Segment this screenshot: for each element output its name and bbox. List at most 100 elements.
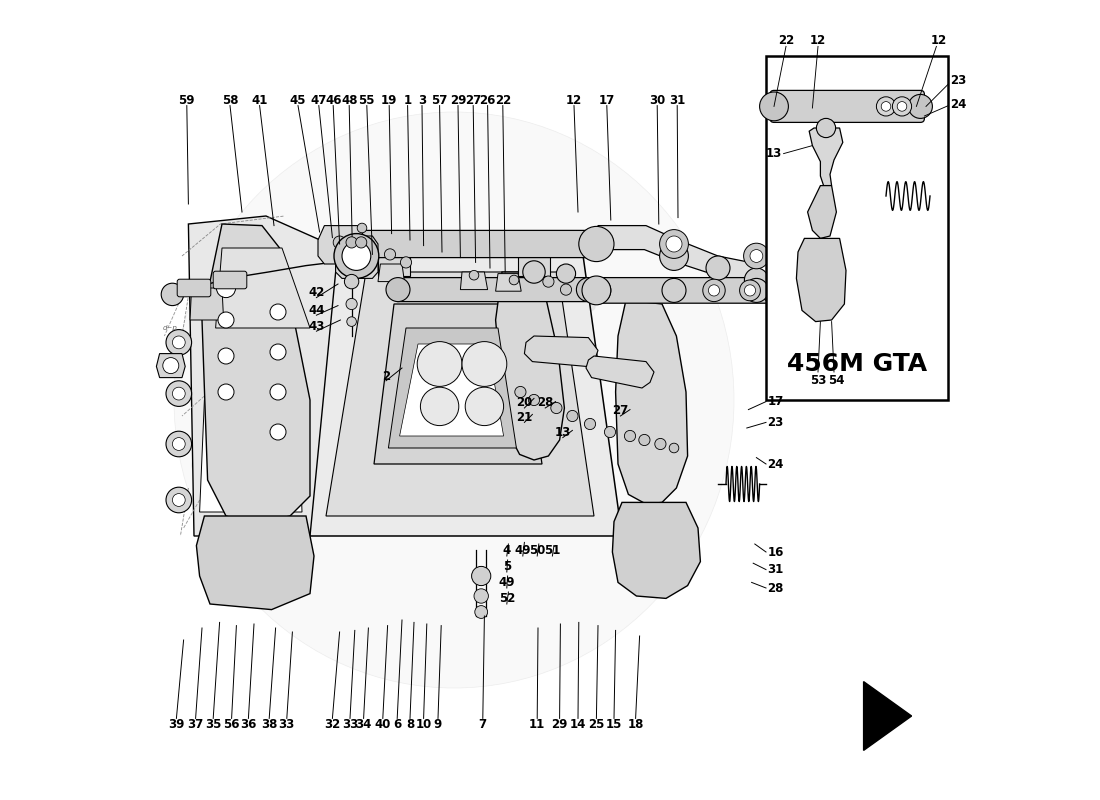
Text: 55: 55 — [359, 94, 375, 106]
Text: 58: 58 — [222, 94, 239, 106]
Circle shape — [666, 236, 682, 252]
Text: 54: 54 — [828, 374, 845, 386]
Circle shape — [334, 234, 378, 278]
Circle shape — [344, 274, 359, 289]
Text: 11: 11 — [529, 718, 546, 730]
Circle shape — [420, 387, 459, 426]
Text: 15: 15 — [606, 718, 623, 730]
Circle shape — [750, 250, 762, 262]
Polygon shape — [596, 226, 760, 284]
Polygon shape — [810, 128, 843, 186]
Circle shape — [669, 443, 679, 453]
Polygon shape — [374, 304, 542, 464]
Circle shape — [654, 438, 666, 450]
Circle shape — [703, 279, 725, 302]
Polygon shape — [190, 288, 223, 320]
FancyBboxPatch shape — [766, 56, 948, 400]
Circle shape — [358, 223, 366, 233]
Text: 29: 29 — [450, 94, 466, 106]
Polygon shape — [199, 400, 302, 512]
Circle shape — [739, 280, 760, 301]
Circle shape — [173, 494, 185, 506]
Polygon shape — [302, 248, 622, 536]
Circle shape — [528, 394, 540, 406]
Text: 35: 35 — [205, 718, 221, 730]
Text: 34: 34 — [355, 718, 372, 730]
Polygon shape — [496, 274, 521, 291]
Polygon shape — [586, 356, 654, 388]
Polygon shape — [796, 238, 846, 322]
FancyBboxPatch shape — [177, 279, 211, 297]
Circle shape — [745, 268, 769, 292]
Circle shape — [270, 344, 286, 360]
Circle shape — [582, 276, 610, 305]
Polygon shape — [399, 344, 504, 436]
Circle shape — [417, 342, 462, 386]
Text: 36: 36 — [240, 718, 256, 730]
Circle shape — [584, 230, 612, 258]
Circle shape — [218, 312, 234, 328]
Text: 2: 2 — [382, 370, 390, 382]
Text: 42: 42 — [308, 286, 324, 299]
Circle shape — [173, 387, 185, 400]
Circle shape — [462, 342, 507, 386]
Circle shape — [217, 278, 235, 298]
Polygon shape — [202, 224, 310, 524]
Text: 4: 4 — [503, 544, 510, 557]
Circle shape — [166, 330, 191, 355]
Polygon shape — [807, 186, 836, 238]
Text: 57: 57 — [431, 94, 448, 106]
Text: 51: 51 — [544, 544, 561, 557]
Text: 17: 17 — [768, 395, 784, 408]
Text: 53: 53 — [810, 374, 826, 386]
Circle shape — [584, 418, 595, 430]
Text: 31: 31 — [768, 563, 784, 576]
Polygon shape — [461, 272, 487, 290]
Circle shape — [163, 358, 179, 374]
Text: d~p: d~p — [163, 325, 178, 331]
Text: 23: 23 — [768, 416, 784, 429]
Circle shape — [708, 285, 719, 296]
Text: 47: 47 — [310, 94, 327, 106]
Circle shape — [560, 284, 572, 295]
Circle shape — [270, 304, 286, 320]
Circle shape — [509, 275, 519, 285]
Text: 14: 14 — [570, 718, 586, 730]
Circle shape — [270, 424, 286, 440]
Circle shape — [166, 431, 191, 457]
FancyBboxPatch shape — [595, 278, 778, 303]
Text: 5: 5 — [503, 560, 510, 573]
Circle shape — [760, 92, 789, 121]
FancyBboxPatch shape — [395, 278, 592, 302]
Text: 12: 12 — [931, 34, 947, 46]
Text: 46: 46 — [324, 94, 341, 106]
Circle shape — [346, 298, 358, 310]
Text: 28: 28 — [768, 582, 784, 594]
Text: 31: 31 — [669, 94, 685, 106]
Text: 23: 23 — [950, 74, 966, 86]
Circle shape — [333, 236, 346, 249]
Polygon shape — [318, 226, 366, 264]
Circle shape — [576, 278, 601, 302]
Circle shape — [877, 97, 895, 116]
Circle shape — [660, 230, 689, 258]
Circle shape — [551, 402, 562, 414]
Text: 43: 43 — [308, 320, 324, 333]
FancyBboxPatch shape — [334, 230, 602, 258]
Circle shape — [162, 283, 184, 306]
Text: 25: 25 — [588, 718, 605, 730]
Polygon shape — [336, 236, 378, 278]
Text: 9: 9 — [433, 718, 442, 730]
Text: 44: 44 — [308, 304, 324, 317]
Text: 456M GTA: 456M GTA — [788, 352, 927, 376]
Circle shape — [173, 336, 185, 349]
Text: 33: 33 — [342, 718, 359, 730]
Circle shape — [557, 264, 575, 283]
Circle shape — [816, 118, 836, 138]
Text: 26: 26 — [480, 94, 496, 106]
Circle shape — [173, 438, 185, 450]
Circle shape — [583, 288, 594, 299]
Polygon shape — [188, 216, 338, 536]
Circle shape — [166, 381, 191, 406]
Circle shape — [470, 270, 478, 280]
